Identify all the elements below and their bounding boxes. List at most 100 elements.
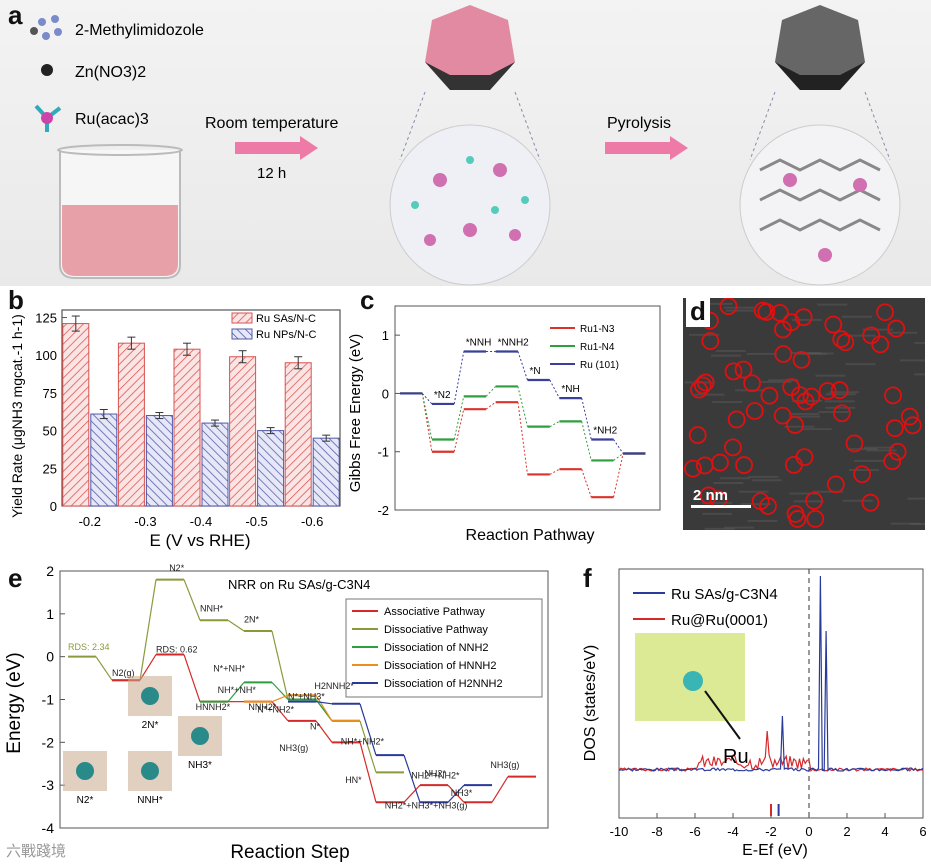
atom-circle: [883, 452, 902, 471]
x-tick-label: -0.4: [190, 514, 212, 529]
connector: [183, 579, 201, 621]
x-axis-label: E-Ef (eV): [742, 842, 808, 859]
noise: [866, 449, 897, 452]
connector: [315, 694, 333, 722]
atom-circle: [861, 493, 880, 512]
atom-circle: [727, 410, 746, 429]
noise: [899, 359, 925, 362]
connector: [227, 681, 245, 703]
noise: [738, 490, 769, 493]
ru-atom: [141, 762, 159, 780]
atom-circle: [833, 404, 851, 423]
atom-circle: [853, 465, 872, 484]
connector: [271, 701, 289, 722]
noise: [842, 499, 873, 502]
bar: [117, 342, 145, 507]
panel-label-e: e: [8, 563, 23, 593]
watermark: 六戰踐境: [6, 843, 67, 860]
ru-icon: [34, 104, 62, 132]
panel-label-b: b: [8, 285, 24, 315]
noise: [842, 315, 873, 318]
zn-icon: [41, 64, 53, 76]
annotation: HNNH2*: [196, 702, 231, 712]
x-tick-label: -6: [689, 824, 701, 839]
connector: [517, 351, 528, 381]
atom-circle: [830, 381, 849, 400]
panel-label-a: a: [8, 0, 23, 30]
noise: [724, 526, 755, 529]
panel-d-stem-image: 2 nm: [683, 298, 925, 530]
step-label: *NH2: [593, 425, 617, 436]
y-tick-label: 1: [382, 328, 389, 343]
connector: [581, 469, 592, 498]
structure-label: 2N*: [142, 720, 159, 731]
atom-circle: [774, 345, 793, 363]
connector: [549, 468, 560, 475]
plot-frame: [394, 305, 661, 511]
annotation: N*+NH2*: [257, 704, 294, 714]
connector: [453, 351, 465, 405]
atom-circle: [699, 486, 718, 505]
atom-circle: [826, 475, 845, 494]
connector: [549, 420, 560, 428]
connector: [359, 742, 377, 803]
y-tick-label: 2: [46, 563, 54, 579]
noise: [704, 527, 735, 530]
x-tick-label: -0.3: [134, 514, 156, 529]
noise: [791, 318, 822, 321]
connector: [271, 694, 289, 703]
legend-label: Dissociation of H2NNH2: [384, 678, 503, 690]
annotation: RDS: 0.62: [156, 644, 198, 654]
noise: [789, 413, 820, 416]
y-tick-label: 1: [46, 606, 54, 622]
legend-box: [345, 598, 543, 698]
atom-circle: [734, 360, 753, 379]
atom-circle: [695, 456, 714, 475]
y-tick-label: 25: [43, 461, 57, 476]
bar: [90, 413, 118, 507]
atom-circle: [903, 416, 922, 435]
atom-circle: [688, 426, 707, 444]
bar: [229, 356, 257, 507]
y-tick-label: 0: [50, 499, 57, 514]
noise: [854, 459, 885, 462]
atom-circle: [806, 509, 825, 528]
y-tick-label: 50: [43, 424, 57, 439]
y-tick-label: 0: [382, 386, 389, 401]
annotation: N*: [310, 721, 320, 731]
noise: [914, 341, 925, 344]
noise: [828, 391, 859, 394]
y-axis-label: Yield Rate (μgNH3 mgcat.-1 h-1): [9, 314, 25, 518]
connector: [491, 776, 509, 803]
bar: [312, 437, 340, 507]
noise: [848, 469, 879, 472]
panel-b-chart: 0 25 50 75 100 125 -0.2 -0.3 -0.4 -0.5 -0.6 Ru SAs/…: [9, 309, 341, 550]
noise: [702, 501, 733, 504]
annotation: N2(g): [112, 668, 135, 678]
atom-circle: [724, 362, 743, 381]
atom-circle: [845, 434, 864, 453]
noise: [713, 482, 744, 485]
legend-label: Ru (101): [580, 360, 619, 371]
noise: [746, 352, 777, 355]
atom-circle: [795, 448, 814, 466]
atom-circle: [888, 442, 907, 461]
y-tick-label: -1: [42, 692, 55, 708]
noise: [694, 393, 725, 396]
beaker: [57, 144, 183, 279]
atom-circle: [684, 459, 702, 478]
noise: [815, 374, 846, 377]
legend-label: Ru1-N4: [580, 342, 615, 353]
x-tick-label: 0: [805, 824, 812, 839]
x-tick-label: 2: [843, 824, 850, 839]
step-label: *N: [530, 366, 541, 377]
x-tick-label: 6: [919, 824, 926, 839]
connector: [139, 579, 157, 681]
noise: [768, 379, 799, 382]
atom-circle: [884, 386, 902, 405]
bar: [145, 415, 173, 507]
noise: [812, 490, 843, 493]
x-tick-label: -0.6: [301, 514, 323, 529]
connector: [453, 409, 465, 452]
y-tick-label: 75: [43, 386, 57, 401]
